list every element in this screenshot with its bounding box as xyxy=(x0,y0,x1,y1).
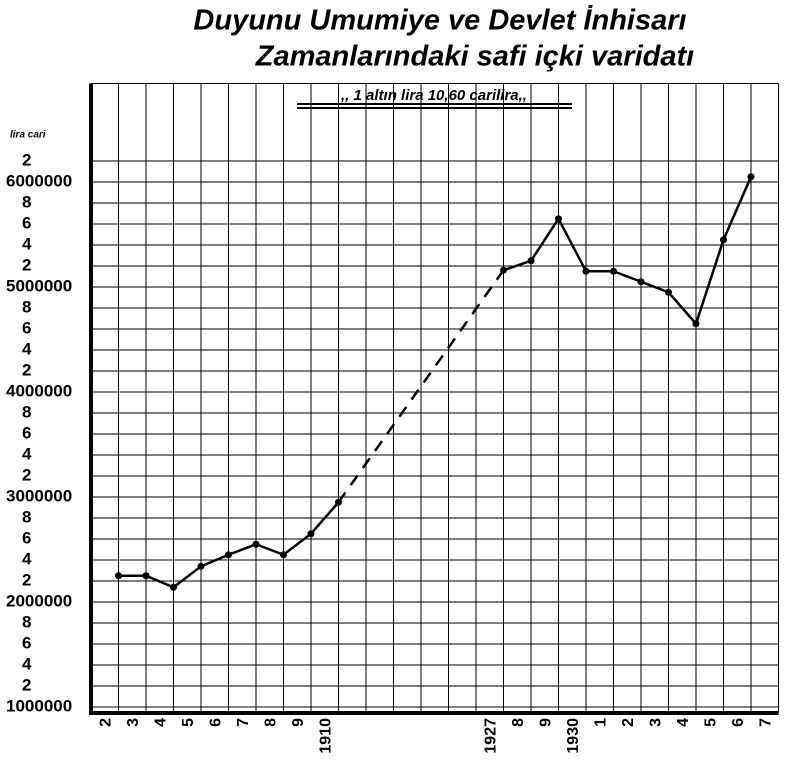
y-tick-label: 2000000 xyxy=(6,591,72,610)
chart-title: Duyunu Umumiye ve Devlet İnhisarı xyxy=(193,5,686,37)
x-tick-label: 1930 xyxy=(565,718,582,754)
data-point xyxy=(142,572,150,580)
data-point xyxy=(280,551,287,559)
y-tick-label: 2 xyxy=(22,150,31,169)
x-tick-label: 6 xyxy=(208,718,225,727)
x-tick-label: 8 xyxy=(263,718,280,727)
data-point xyxy=(170,583,177,591)
annotation: ,, 1 altın lira 10,60 carilira,, xyxy=(340,87,527,104)
data-point xyxy=(307,530,315,538)
y-tick-label: 2 xyxy=(22,465,31,484)
data-point xyxy=(197,562,205,570)
x-tick-label: 2 xyxy=(98,718,115,727)
y-tick-label: 2 xyxy=(22,675,31,694)
data-point xyxy=(527,257,535,265)
chart-title: Zamanlarındaki safi içki varidatı xyxy=(255,41,694,73)
gap-line xyxy=(337,269,505,503)
x-tick-label: 5 xyxy=(703,718,720,727)
x-tick-label: 4 xyxy=(675,718,692,727)
x-tick-label: 1910 xyxy=(318,718,335,754)
y-tick-label: 2 xyxy=(22,255,31,274)
x-tick-label: 3 xyxy=(125,718,142,727)
y-tick-label: 4 xyxy=(22,444,32,463)
data-point xyxy=(252,540,260,548)
y-tick-label: 8 xyxy=(22,297,31,316)
y-tick-label: 6000000 xyxy=(6,171,72,190)
x-tick-label: 1 xyxy=(593,718,610,727)
y-tick-label: 4 xyxy=(22,339,32,358)
y-tick-label: 4 xyxy=(22,549,32,568)
data-point xyxy=(747,173,755,181)
y-tick-label: 6 xyxy=(22,213,31,232)
y-tick-label: 8 xyxy=(22,612,31,631)
data-point xyxy=(637,278,645,286)
x-tick-label: 9 xyxy=(290,718,307,727)
x-tick-label: 5 xyxy=(180,718,197,727)
x-tick-label: 7 xyxy=(235,718,252,727)
x-tick-label: 1927 xyxy=(483,718,500,754)
y-tick-label: 3000000 xyxy=(6,486,72,505)
y-tick-label: 8 xyxy=(22,507,31,526)
y-axis-label: lira cari xyxy=(10,130,46,141)
x-tick-label: 6 xyxy=(730,718,747,727)
data-line xyxy=(503,176,753,327)
x-tick-label: 9 xyxy=(538,718,555,727)
x-tick-label: 3 xyxy=(648,718,665,727)
data-point xyxy=(500,266,507,274)
data-point xyxy=(692,320,700,328)
y-tick-label: 1000000 xyxy=(6,696,72,715)
y-tick-label: 8 xyxy=(22,192,31,211)
data-point xyxy=(555,215,562,223)
y-tick-label: 8 xyxy=(22,402,31,421)
y-tick-label: 4 xyxy=(22,234,32,253)
y-tick-label: 4000000 xyxy=(6,381,72,400)
y-tick-label: 4 xyxy=(22,654,32,673)
y-tick-label: 6 xyxy=(22,423,31,442)
x-tick-label: 4 xyxy=(153,718,170,727)
y-tick-label: 2 xyxy=(22,570,31,589)
data-point xyxy=(335,498,342,506)
y-tick-label: 6 xyxy=(22,633,31,652)
data-point xyxy=(610,267,617,275)
data-point xyxy=(582,267,590,275)
data-point xyxy=(115,572,122,580)
x-tick-label: 2 xyxy=(620,718,637,727)
x-tick-label: 8 xyxy=(510,718,527,727)
y-tick-label: 5000000 xyxy=(6,276,72,295)
x-tick-label: 7 xyxy=(758,718,775,727)
y-tick-label: 6 xyxy=(22,528,31,547)
data-point xyxy=(665,288,672,296)
data-point xyxy=(720,236,727,244)
data-point xyxy=(225,551,232,559)
y-tick-label: 6 xyxy=(22,318,31,337)
y-tick-label: 2 xyxy=(22,360,31,379)
